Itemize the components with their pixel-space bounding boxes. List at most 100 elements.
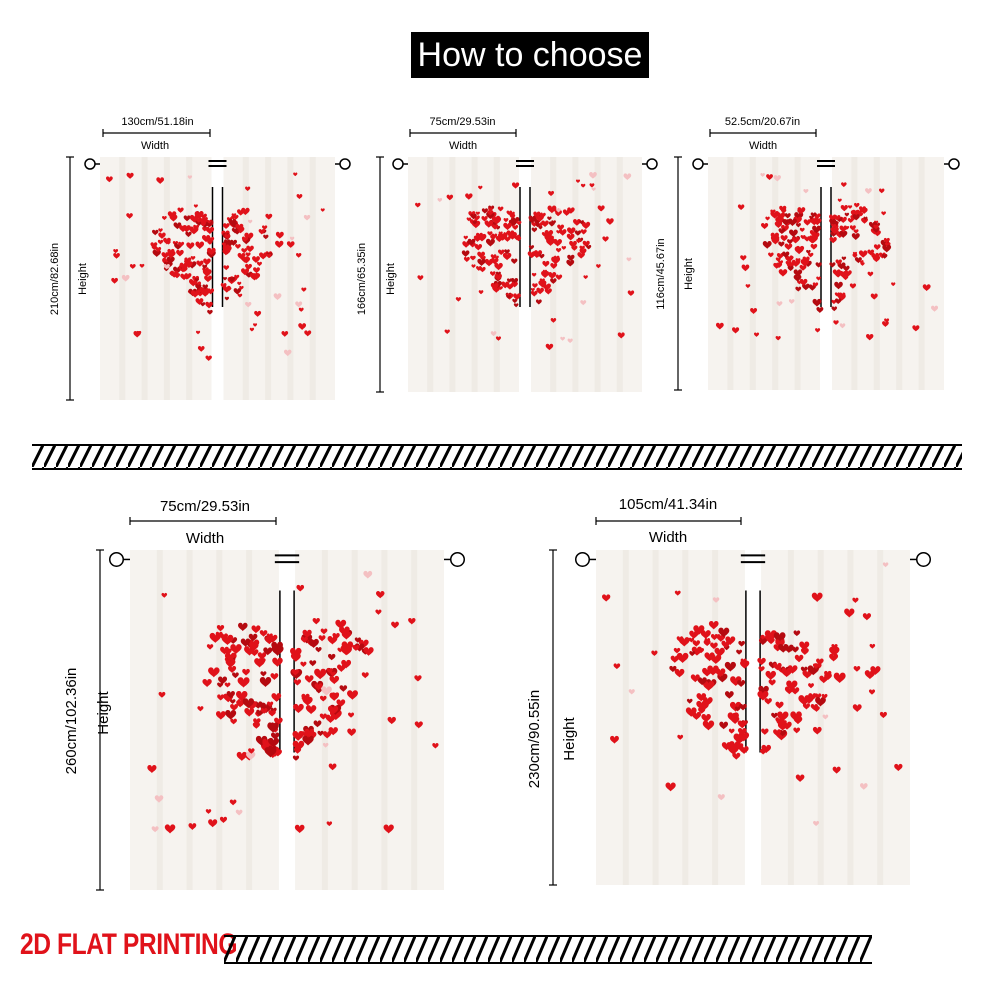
heart-icon <box>761 728 769 735</box>
heart-icon <box>242 698 255 709</box>
heart-icon <box>567 207 575 214</box>
heart-icon <box>237 281 242 286</box>
heart-icon <box>228 665 237 673</box>
heart-icon <box>606 218 614 225</box>
heart-icon <box>557 224 565 231</box>
heart-icon <box>849 225 856 231</box>
heart-icon <box>799 227 805 233</box>
heart-icon <box>799 278 808 286</box>
heart-icon <box>336 699 346 708</box>
heart-icon <box>781 224 789 232</box>
heart-icon <box>256 261 262 267</box>
heart-icon <box>161 592 168 598</box>
heart-icon <box>850 210 859 217</box>
heart-icon <box>158 228 163 233</box>
heart-icon <box>589 183 595 188</box>
heart-icon <box>501 281 510 289</box>
heart-icon <box>788 299 795 305</box>
heart-icon <box>535 223 540 228</box>
heart-icon <box>230 644 242 655</box>
heart-icon <box>540 212 546 218</box>
heart-icon <box>224 296 230 301</box>
heart-icon <box>208 667 220 678</box>
rod-end-icon <box>916 551 931 567</box>
curtain-fold <box>427 157 434 392</box>
heart-icon <box>813 820 820 827</box>
heart-icon <box>689 650 696 657</box>
heart-icon <box>802 670 813 679</box>
heart-icon <box>803 219 812 226</box>
heart-icon <box>858 250 868 258</box>
heart-icon <box>230 718 237 725</box>
heart-icon <box>692 640 701 647</box>
heart-icon <box>702 697 713 706</box>
heart-icon <box>237 209 245 216</box>
heart-icon <box>236 751 248 761</box>
heart-icon <box>532 283 538 289</box>
heart-icon <box>830 226 839 235</box>
heart-icon <box>228 276 235 283</box>
heart-icon <box>477 251 485 259</box>
heart-icon <box>157 239 164 245</box>
heart-icon <box>271 693 282 702</box>
heart-icon <box>569 240 577 248</box>
heart-icon <box>873 224 879 230</box>
heart-icon <box>775 701 784 709</box>
heart-icon <box>736 649 743 655</box>
heart-icon <box>811 592 823 602</box>
heart-icon <box>566 259 575 267</box>
curtain-fold <box>141 157 148 400</box>
heart-icon <box>485 238 495 247</box>
heart-icon <box>837 198 842 203</box>
heart-icon <box>304 675 314 683</box>
heart-icon <box>793 727 801 734</box>
heart-icon <box>583 275 588 280</box>
heart-icon <box>259 630 268 637</box>
heart-icon <box>248 639 260 649</box>
heart-icon <box>199 218 208 225</box>
heart-icon <box>670 655 680 663</box>
heart-icon <box>867 271 874 277</box>
heart-icon <box>589 171 597 179</box>
heart-icon <box>294 824 305 834</box>
heart-icon <box>731 327 740 334</box>
heart-icon <box>151 826 159 833</box>
rod-end-icon <box>339 158 351 170</box>
heart-icon <box>704 652 715 662</box>
heart-icon <box>580 229 587 235</box>
heart-icon <box>791 236 800 244</box>
heart-icon <box>800 666 808 673</box>
heart-icon <box>259 677 272 687</box>
heart-icon <box>228 218 237 226</box>
heart-icon <box>882 244 892 253</box>
heart-icon <box>432 743 439 749</box>
heart-icon <box>437 198 443 203</box>
heart-icon <box>328 727 338 736</box>
heart-icon <box>745 284 751 289</box>
heart-icon <box>267 722 279 733</box>
heart-icon <box>444 329 450 335</box>
heart-icon <box>494 262 503 271</box>
heart-icon <box>295 301 303 308</box>
heart-icon <box>188 823 197 830</box>
curtain-fold <box>471 157 478 392</box>
heart-icon <box>542 269 548 274</box>
rod-end-icon <box>109 551 124 567</box>
curtain-fold <box>652 550 659 885</box>
heart-icon <box>506 210 513 216</box>
heart-icon <box>329 675 340 685</box>
heart-icon <box>197 289 202 294</box>
heart-icon <box>882 321 889 327</box>
heart-icon <box>764 698 772 705</box>
heart-icon <box>478 290 484 295</box>
heart-icon <box>824 673 832 681</box>
heart-icon <box>463 256 470 263</box>
heart-icon <box>326 821 333 827</box>
heart-icon <box>298 307 304 312</box>
heart-icon <box>414 721 423 729</box>
heart-icon <box>205 809 212 814</box>
heart-icon <box>844 226 850 230</box>
heart-icon <box>111 277 118 284</box>
heart-icon <box>627 290 635 297</box>
heart-icon <box>862 613 872 621</box>
